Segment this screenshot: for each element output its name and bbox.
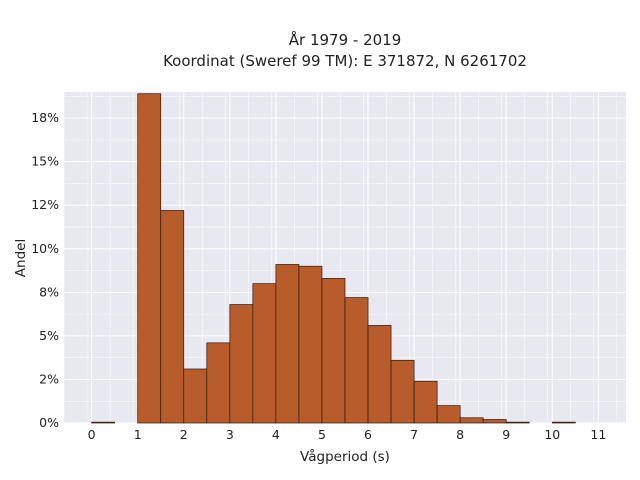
x-tick-label: 3 xyxy=(226,427,234,442)
x-tick-label: 11 xyxy=(590,427,606,442)
histogram-bar xyxy=(390,359,415,424)
histogram-bar xyxy=(275,264,300,424)
bars xyxy=(91,93,576,424)
x-tick-label: 4 xyxy=(272,427,280,442)
y-axis-ticks: 0% 2% 5% 8% 10% 12% 15% 18% xyxy=(31,110,59,430)
histogram-bar xyxy=(505,421,530,424)
x-tick-label: 6 xyxy=(364,427,372,442)
histogram-bar xyxy=(367,325,392,424)
x-axis-label: Vågperiod (s) xyxy=(300,448,390,465)
y-tick-label: 8% xyxy=(39,284,59,299)
x-tick-label: 2 xyxy=(180,427,188,442)
chart-title: År 1979 - 2019 xyxy=(289,30,402,49)
histogram-bar xyxy=(482,419,507,424)
histogram-bar xyxy=(413,380,438,424)
histogram-bar xyxy=(160,210,185,424)
x-tick-label: 9 xyxy=(502,427,510,442)
x-tick-label: 0 xyxy=(88,427,96,442)
histogram-bar xyxy=(206,342,231,424)
histogram-bar xyxy=(551,421,576,424)
histogram-bar xyxy=(436,405,461,424)
x-tick-label: 1 xyxy=(134,427,142,442)
histogram-bar xyxy=(344,297,369,424)
histogram-bar xyxy=(459,417,484,424)
histogram-bar xyxy=(137,93,162,424)
y-tick-label: 10% xyxy=(31,241,59,256)
y-tick-label: 0% xyxy=(39,415,59,430)
histogram-bar xyxy=(183,368,208,424)
y-tick-label: 15% xyxy=(31,154,59,169)
histogram-bar xyxy=(321,278,346,424)
y-tick-label: 18% xyxy=(31,110,59,125)
histogram-bar xyxy=(298,265,323,424)
x-axis-ticks: 0 1 2 3 4 5 6 7 8 9 10 11 xyxy=(88,427,607,442)
y-tick-label: 2% xyxy=(39,371,59,386)
y-axis-label: Andel xyxy=(13,239,29,277)
x-tick-label: 10 xyxy=(544,427,560,442)
x-tick-label: 5 xyxy=(318,427,326,442)
y-tick-label: 12% xyxy=(31,197,59,212)
histogram-bar xyxy=(91,421,116,424)
x-tick-label: 7 xyxy=(410,427,418,442)
x-tick-label: 8 xyxy=(456,427,464,442)
y-tick-label: 5% xyxy=(39,328,59,343)
histogram-bar xyxy=(252,283,277,424)
chart-subtitle: Koordinat (Sweref 99 TM): E 371872, N 62… xyxy=(163,52,527,70)
histogram-bar xyxy=(229,304,254,424)
